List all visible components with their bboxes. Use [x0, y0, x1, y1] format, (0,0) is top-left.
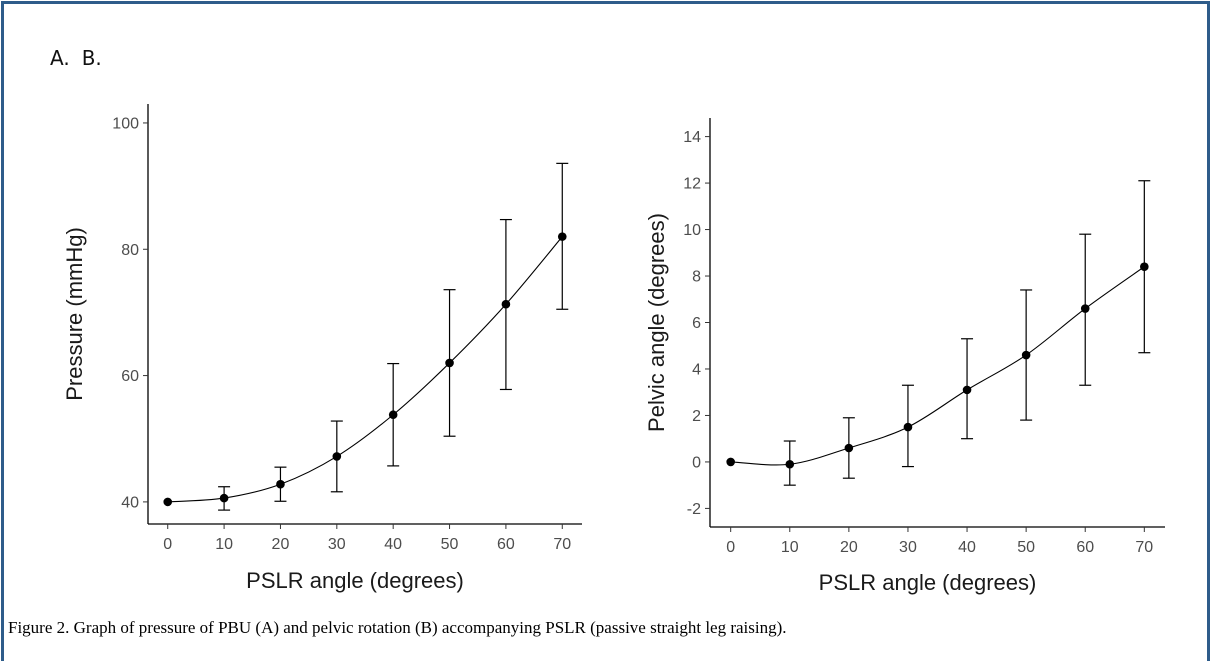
x-tick-label: 50 — [1017, 539, 1035, 556]
data-point — [1080, 304, 1090, 313]
data-point — [1140, 262, 1149, 272]
x-tick-label: 30 — [899, 539, 917, 556]
y-tick-label: 100 — [112, 115, 139, 132]
y-axis-title: Pressure (mmHg) — [62, 227, 87, 401]
x-axis-title: PSLR angle (degrees) — [819, 570, 1037, 595]
panel-label-b: B. — [81, 46, 102, 70]
x-tick-label: 10 — [215, 536, 233, 553]
y-tick-label: 10 — [683, 222, 701, 239]
x-tick-label: 60 — [497, 536, 515, 553]
y-tick-label: 2 — [692, 408, 701, 425]
x-tick-label: 30 — [328, 536, 346, 553]
panel-label-a: A. — [50, 46, 70, 70]
x-tick-label: 20 — [840, 539, 858, 556]
data-point — [1021, 350, 1031, 360]
y-tick-label: 80 — [121, 242, 139, 259]
y-tick-label: 12 — [683, 176, 701, 193]
x-tick-label: 40 — [384, 536, 402, 553]
data-point — [163, 497, 173, 507]
panel-labels: A. B. — [50, 46, 114, 70]
data-point — [785, 459, 795, 469]
x-tick-label: 60 — [1076, 539, 1094, 556]
series-line — [730, 266, 1145, 466]
x-tick-label: 40 — [958, 539, 976, 556]
y-tick-label: 40 — [121, 494, 139, 511]
y-tick-label: -2 — [687, 501, 701, 518]
x-tick-label: 0 — [726, 539, 735, 556]
x-tick-label: 10 — [781, 539, 799, 556]
data-point — [445, 358, 454, 368]
y-tick-label: 0 — [692, 454, 701, 471]
data-point — [962, 385, 972, 395]
data-point — [501, 299, 511, 309]
data-point — [332, 452, 342, 461]
x-tick-label: 0 — [163, 536, 172, 553]
y-tick-label: 60 — [121, 368, 139, 385]
y-tick-label: 6 — [692, 315, 701, 332]
x-tick-label: 70 — [1135, 539, 1153, 556]
x-tick-label: 70 — [553, 536, 571, 553]
x-axis-title: PSLR angle (degrees) — [246, 568, 464, 593]
data-point — [557, 232, 567, 241]
x-tick-label: 50 — [441, 536, 459, 553]
figure-caption: Figure 2. Graph of pressure of PBU (A) a… — [8, 618, 787, 637]
data-point — [844, 443, 854, 453]
data-point — [726, 457, 735, 467]
y-tick-label: 14 — [683, 129, 701, 146]
x-tick-label: 20 — [272, 536, 290, 553]
data-point — [903, 422, 913, 432]
y-tick-label: 4 — [692, 361, 701, 378]
data-point — [276, 479, 285, 489]
data-point — [219, 493, 229, 503]
data-point — [388, 410, 398, 420]
y-tick-label: 8 — [692, 269, 701, 286]
y-axis-title: Pelvic angle (degrees) — [644, 213, 669, 432]
